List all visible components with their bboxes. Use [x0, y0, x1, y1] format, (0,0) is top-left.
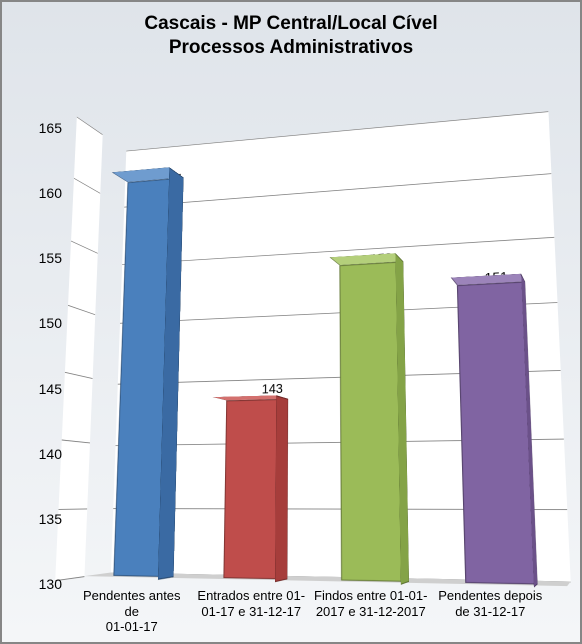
y-tick-label: 160 — [22, 185, 62, 201]
grid-line — [68, 305, 95, 315]
grid-line — [116, 438, 564, 446]
grid-line — [65, 371, 93, 378]
grid-line — [126, 111, 548, 151]
chart-container: Cascais - MP Central/Local Cível Process… — [0, 0, 582, 644]
grid-line — [71, 241, 98, 254]
y-tick-label: 165 — [22, 120, 62, 136]
grid-line — [77, 117, 103, 136]
x-tick-label: Entrados entre 01- 01-17 e 31-12-17 — [192, 588, 312, 636]
bar — [339, 262, 408, 582]
grid-line — [111, 573, 571, 583]
plot-3d: 161143153151 — [72, 102, 550, 572]
x-tick-label: Pendentes depois de 31-12-17 — [431, 588, 551, 636]
bar-face-top — [329, 253, 403, 265]
x-tick-label: Pendentes antes de 01-01-17 — [72, 588, 192, 636]
side-wall — [55, 117, 102, 581]
back-wall — [111, 111, 571, 581]
y-tick-label: 150 — [22, 315, 62, 331]
grid-line — [74, 178, 100, 194]
y-tick-label: 135 — [22, 511, 62, 527]
bar-face-side — [395, 253, 409, 585]
grid-line — [118, 370, 561, 385]
y-tick-label: 130 — [22, 576, 62, 592]
x-axis-labels: Pendentes antes de 01-01-17Entrados entr… — [72, 588, 550, 636]
bar-face-side — [157, 167, 183, 580]
y-tick-label: 145 — [22, 381, 62, 397]
chart-title-line-1: Cascais - MP Central/Local Cível — [2, 12, 580, 36]
y-tick-label: 140 — [22, 446, 62, 462]
grid-line — [120, 302, 558, 324]
bar — [113, 177, 183, 577]
grid-line — [113, 508, 567, 510]
chart-title-line-2: Processos Administrativos — [2, 36, 580, 60]
y-tick-label: 155 — [22, 250, 62, 266]
x-tick-label: Findos entre 01-01- 2017 e 31-12-2017 — [311, 588, 431, 636]
chart-area: 161143153151 130135140145150155160165 — [22, 92, 560, 582]
stage-3d: 161143153151 — [84, 91, 567, 586]
chart-title-block: Cascais - MP Central/Local Cível Process… — [2, 2, 580, 60]
grid-line — [59, 508, 88, 509]
bar-face-side — [275, 396, 288, 583]
bar-face-top — [451, 274, 525, 285]
grid-line — [62, 439, 90, 443]
bar — [224, 399, 288, 579]
bar-face-side — [521, 274, 537, 588]
grid-line — [124, 173, 551, 207]
bar — [457, 281, 537, 584]
